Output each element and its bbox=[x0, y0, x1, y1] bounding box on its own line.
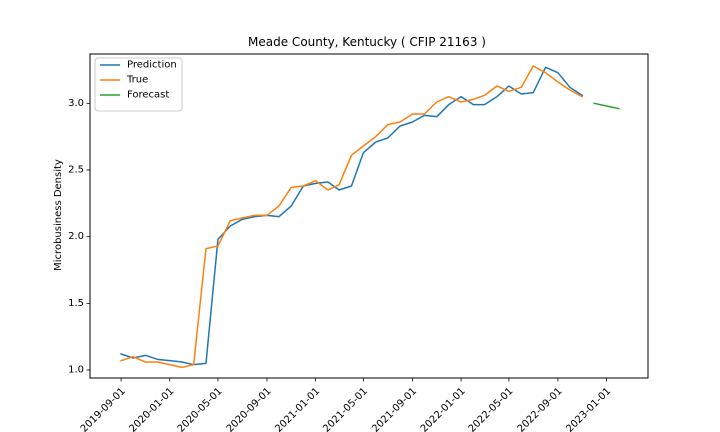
legend-box bbox=[94, 57, 183, 112]
x-tick-label: 2020-09-01 bbox=[225, 386, 274, 432]
y-tick-label: 1.5 bbox=[68, 298, 84, 309]
chart-title: Meade County, Kentucky ( CFIP 21163 ) bbox=[248, 35, 486, 49]
x-tick-label: 2021-05-01 bbox=[321, 386, 370, 432]
plot-frame bbox=[89, 53, 649, 379]
legend-label-forecast: Forecast bbox=[127, 90, 169, 101]
series-line-forecast bbox=[593, 102, 620, 110]
x-axis: 2019-09-01 2020-01-01 2020-05-01 2020-09-01… bbox=[79, 378, 613, 432]
x-tick-label: 2020-05-01 bbox=[176, 386, 225, 432]
y-tick-label: 3.0 bbox=[68, 98, 84, 109]
y-axis-label: Microbusiness Density bbox=[53, 159, 64, 271]
x-tick-label: 2021-01-01 bbox=[273, 386, 322, 432]
y-tick-label: 1.0 bbox=[68, 365, 84, 376]
x-tick-label: 2023-01-01 bbox=[564, 386, 613, 432]
x-tick-label: 2021-09-01 bbox=[370, 386, 419, 432]
series-line-true bbox=[120, 65, 584, 369]
y-tick-label: 2.5 bbox=[68, 165, 84, 176]
y-tick-label: 2.0 bbox=[68, 231, 84, 242]
x-tick-label: 2022-09-01 bbox=[516, 386, 565, 432]
series-layer bbox=[120, 65, 620, 369]
x-tick-label: 2022-01-01 bbox=[419, 386, 468, 432]
legend-label-true: True bbox=[126, 75, 148, 86]
x-tick-label: 2022-05-01 bbox=[467, 386, 516, 432]
legend: Prediction True Forecast bbox=[94, 57, 183, 112]
y-axis: 1.0 1.5 2.0 2.5 3.0 bbox=[68, 98, 90, 376]
legend-label-prediction: Prediction bbox=[127, 60, 177, 71]
series-line-prediction bbox=[120, 66, 584, 366]
x-tick-label: 2020-01-01 bbox=[127, 386, 176, 432]
x-tick-label: 2019-09-01 bbox=[79, 386, 128, 432]
